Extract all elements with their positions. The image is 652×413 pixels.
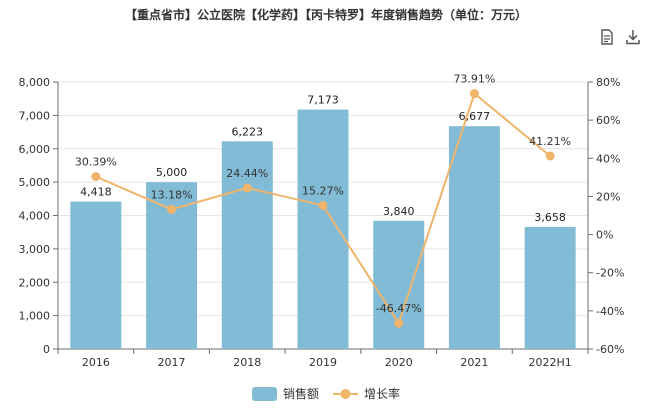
- bar-series: [70, 109, 576, 350]
- bar: [70, 201, 122, 349]
- rate-value-label: 13.18%: [151, 188, 193, 201]
- rate-value-label: 73.91%: [453, 73, 495, 86]
- chart-title: 【重点省市】公立医院【化学药】【丙卡特罗】年度销售趋势（单位：万元）: [124, 8, 527, 22]
- right-axis-tick-label: -60%: [596, 343, 624, 356]
- right-axis-tick-label: 40%: [596, 152, 620, 165]
- rate-point: [469, 89, 479, 99]
- bar-value-label: 6,677: [459, 110, 491, 123]
- left-axis-tick-label: 1,000: [19, 310, 51, 323]
- left-axis-tick-label: 5,000: [19, 176, 51, 189]
- rate-point: [545, 151, 555, 161]
- left-axis-tick-label: 8,000: [19, 76, 51, 89]
- bar-value-label: 3,840: [383, 205, 415, 218]
- rate-value-label: 41.21%: [529, 135, 571, 148]
- legend-bar-swatch: [252, 387, 277, 401]
- bar-value-label: 5,000: [156, 166, 188, 179]
- x-axis-tick-label: 2018: [233, 356, 261, 369]
- x-axis-tick-label: 2022H1: [529, 356, 572, 369]
- left-axis-tick-label: 0: [43, 343, 50, 356]
- download-icon[interactable]: [624, 28, 642, 46]
- legend-line-label: 增长率: [364, 386, 400, 401]
- rate-point: [91, 172, 101, 182]
- rate-point: [394, 318, 404, 328]
- legend-line-marker: [340, 389, 351, 399]
- bar: [221, 141, 273, 349]
- bar-value-label: 4,418: [80, 186, 112, 199]
- left-axis: 0 1,000 2,000 3,000 4,000 5,000 6,000 7,000 8,00…: [19, 76, 59, 356]
- rate-value-label: -46.47%: [376, 302, 422, 315]
- x-axis-tick-label: 2020: [385, 356, 413, 369]
- legend: 销售额 增长率: [252, 386, 400, 401]
- rate-value-label: 15.27%: [302, 184, 344, 197]
- right-axis-tick-label: -20%: [596, 267, 624, 280]
- chart-toolbar: [598, 28, 642, 46]
- bar-value-label: 3,658: [534, 211, 566, 224]
- left-axis-tick-label: 4,000: [19, 210, 51, 223]
- x-axis: 2016 2017 2018 2019 2020 2021 2022H1: [57, 348, 589, 369]
- bar: [448, 126, 500, 350]
- left-axis-tick-label: 3,000: [19, 243, 51, 256]
- right-axis-tick-label: 20%: [596, 190, 620, 203]
- right-axis-tick-label: 0%: [596, 229, 613, 242]
- x-axis-tick-label: 2019: [309, 356, 337, 369]
- document-icon[interactable]: [598, 28, 616, 46]
- rate-labels: 30.39% 13.18% 24.44% 15.27% -46.47% 73.91% 41.…: [75, 73, 571, 316]
- rate-point: [167, 204, 177, 214]
- bar-value-label: 7,173: [307, 94, 339, 107]
- left-axis-tick-label: 7,000: [19, 109, 51, 122]
- left-axis-tick-label: 2,000: [19, 276, 51, 289]
- x-axis-tick-label: 2017: [158, 356, 186, 369]
- rate-value-label: 30.39%: [75, 156, 117, 169]
- x-axis-tick-label: 2016: [82, 356, 110, 369]
- bar: [524, 226, 576, 349]
- right-axis: -60% -40% -20% 0% 20% 40% 60% 80%: [587, 76, 624, 356]
- bar-value-label: 6,223: [232, 125, 264, 138]
- rate-point: [242, 183, 252, 193]
- rate-point: [318, 200, 328, 210]
- bar: [297, 109, 349, 349]
- line-series: [91, 89, 555, 328]
- left-axis-tick-label: 6,000: [19, 143, 51, 156]
- right-axis-tick-label: -40%: [596, 305, 624, 318]
- x-axis-tick-label: 2021: [460, 356, 488, 369]
- right-axis-tick-label: 80%: [596, 76, 620, 89]
- legend-bar-label: 销售额: [283, 386, 319, 401]
- right-axis-tick-label: 60%: [596, 114, 620, 127]
- rate-value-label: 24.44%: [226, 167, 268, 180]
- bar: [373, 220, 425, 349]
